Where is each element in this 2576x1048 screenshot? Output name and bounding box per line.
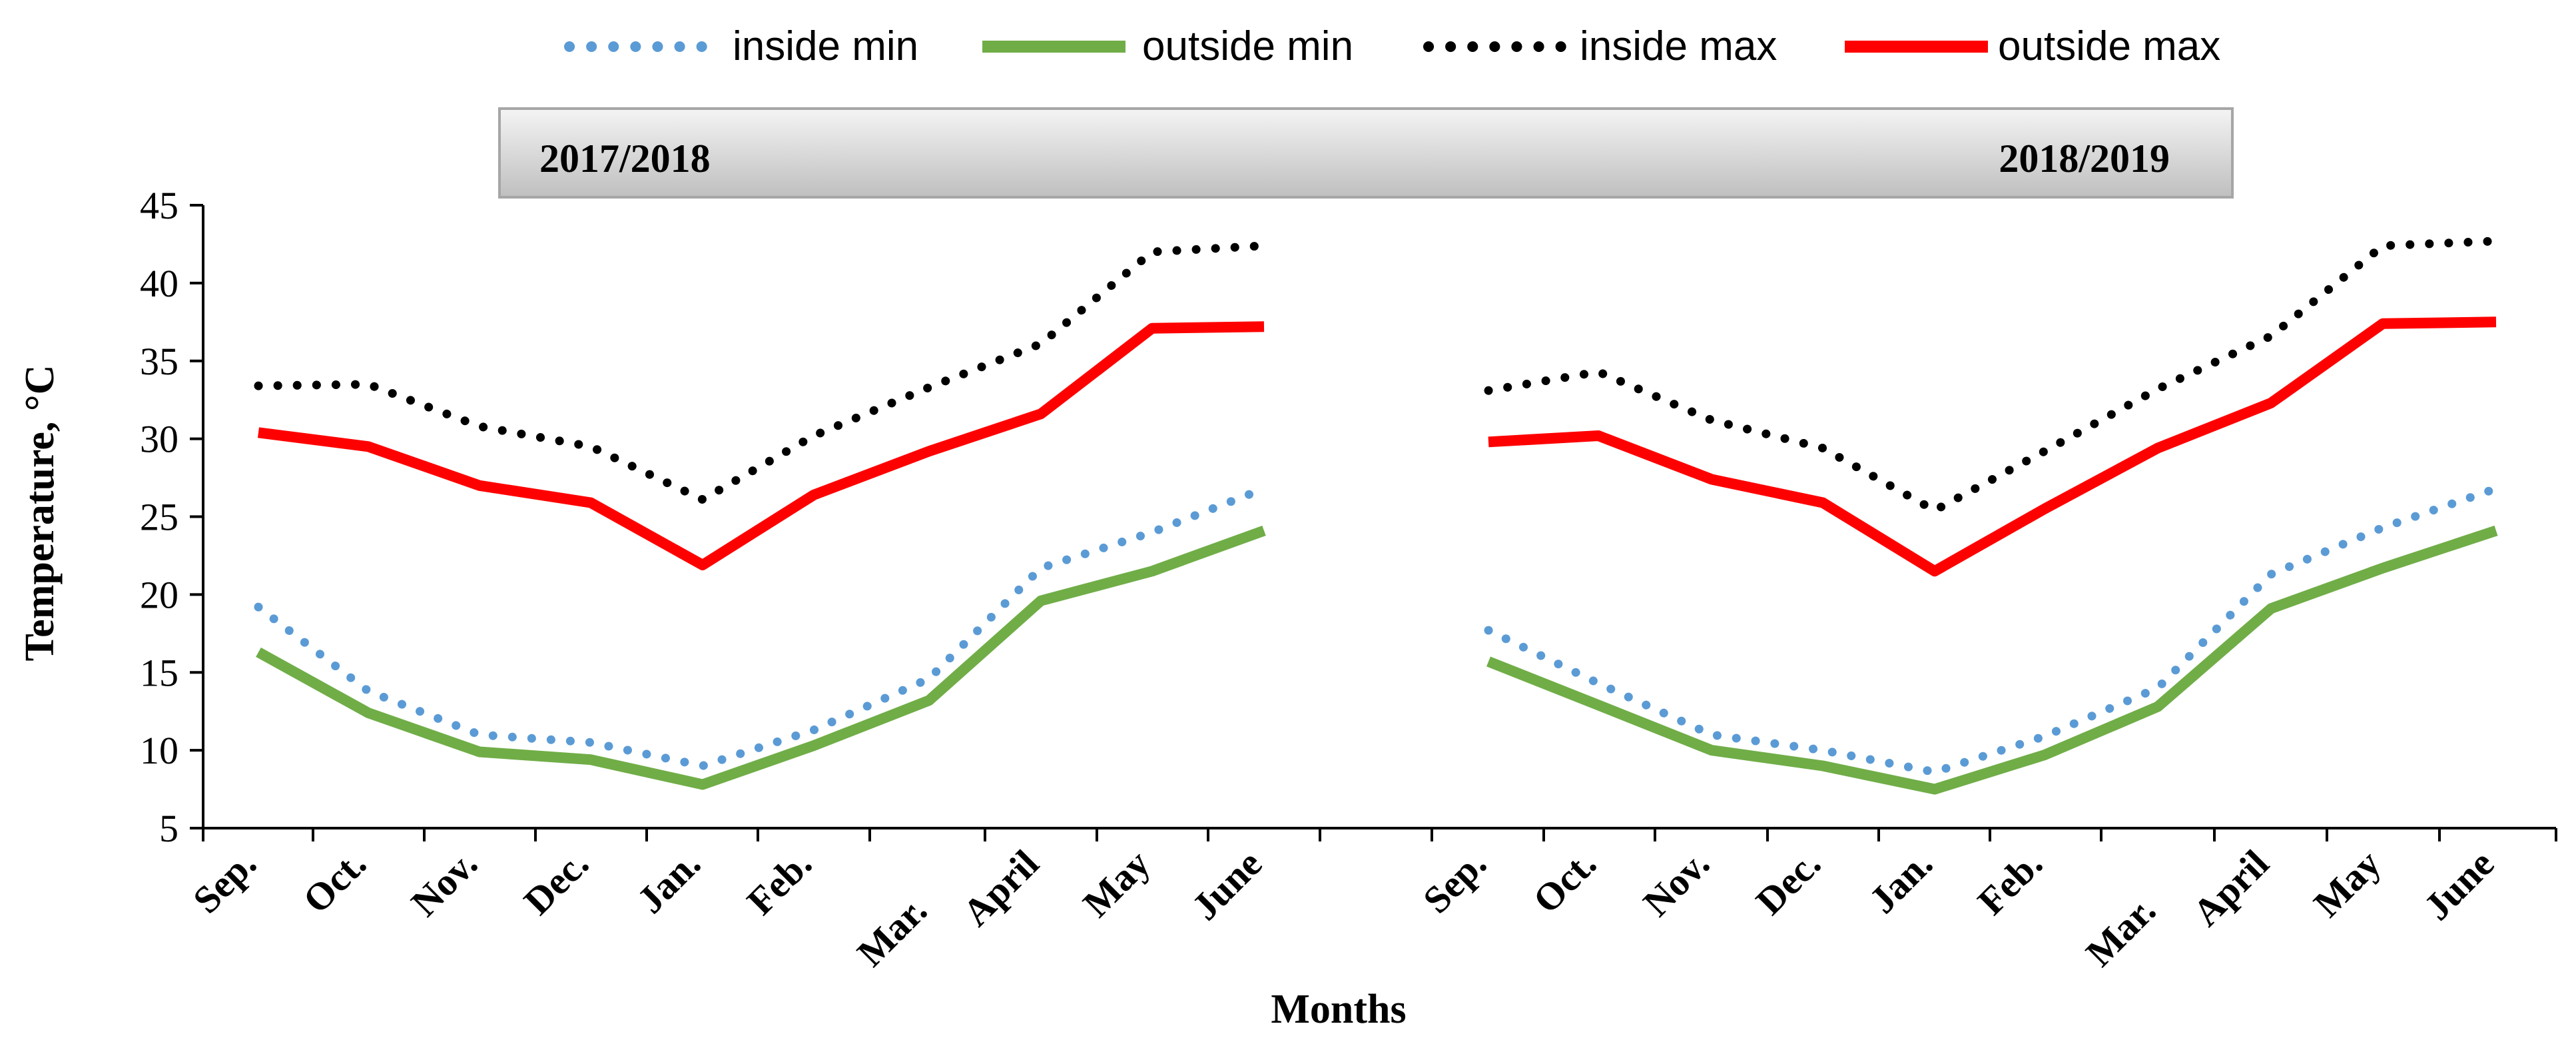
series-line-inside-max-2017-2018: [254, 241, 1269, 504]
point-outside-min-2017-2018-may: [1152, 571, 1153, 572]
x-label-may-1: May: [1075, 841, 1159, 925]
point-inside-min-2018-2019-oct: [1598, 683, 1599, 684]
y-tick-label-10: 10: [140, 729, 178, 772]
series-line-outside-max-2017-2018: [257, 321, 1265, 570]
point-inside-max-2017-2018-may: [1152, 252, 1153, 253]
legend-item-inside-min: inside min: [564, 23, 918, 69]
point-inside-max-2017-2018-june: [1264, 245, 1265, 246]
point-outside-min-2017-2018-mar: [929, 700, 930, 701]
season-banner: 2017/2018 2018/2019: [498, 107, 2234, 199]
point-outside-max-2017-2018-mar: [929, 451, 930, 452]
x-label-april-1: April: [954, 841, 1047, 934]
x-label-jan-1: Jan.: [629, 841, 709, 921]
legend-label-outside-max: outside max: [1998, 23, 2220, 69]
y-tick-label-15: 15: [140, 651, 178, 694]
point-inside-min-2018-2019-june: [2496, 488, 2497, 489]
point-outside-min-2017-2018-oct: [368, 713, 369, 714]
legend-item-inside-max: inside max: [1423, 23, 1777, 69]
point-inside-min-2017-2018-sep: [258, 607, 259, 608]
y-tick-label-20: 20: [140, 573, 178, 616]
legend: inside min outside min inside max outsid…: [564, 23, 2220, 69]
x-label-feb-1: Feb.: [739, 841, 820, 923]
x-label-june-2: June: [2415, 841, 2502, 928]
legend-item-outside-min: outside min: [982, 23, 1353, 69]
point-outside-max-2017-2018-sep: [258, 432, 259, 433]
point-inside-min-2018-2019-may: [2383, 527, 2384, 528]
series-line-outside-max-2018-2019: [1488, 316, 2497, 577]
point-inside-max-2018-2019-may: [2383, 245, 2384, 246]
series-line-outside-min-2018-2019: [1486, 525, 2498, 795]
point-outside-max-2017-2018-oct: [368, 446, 369, 447]
point-outside-max-2018-2019-may: [2383, 323, 2384, 324]
point-inside-max-2017-2018-mar: [929, 387, 930, 388]
series-line-inside-min-2018-2019: [1484, 484, 2501, 777]
legend-label-inside-max: inside max: [1580, 23, 1777, 69]
x-label-sep-2: Sep.: [1415, 841, 1494, 921]
x-label-dec-2: Dec.: [1748, 841, 1829, 923]
axes: 5 10 15 20 25 30 35 40 45 Sep. Oct. Nov. Dec. Jan. Fe…: [140, 184, 2557, 975]
point-outside-min-2018-2019-oct: [1598, 705, 1599, 706]
x-label-april-2: April: [2184, 841, 2277, 934]
point-inside-min-2018-2019-sep: [1488, 630, 1489, 631]
y-tick-label-5: 5: [159, 807, 178, 850]
y-tick-label-30: 30: [140, 418, 178, 461]
point-outside-min-2018-2019-april: [2271, 608, 2272, 609]
legend-label-inside-min: inside min: [733, 23, 918, 69]
x-label-nov-1: Nov.: [403, 841, 486, 925]
point-outside-min-2018-2019-june: [2496, 530, 2497, 531]
series-line-inside-max-2018-2019: [1484, 237, 2501, 515]
x-label-sep-1: Sep.: [184, 841, 264, 921]
x-label-mar-1: Mar.: [848, 888, 935, 975]
x-label-june-1: June: [1183, 841, 1270, 928]
season-label-2018-2019: 2018/2019: [1999, 137, 2170, 181]
x-label-may-2: May: [2306, 841, 2390, 925]
point-outside-min-2018-2019-sep: [1488, 661, 1489, 662]
y-tick-label-35: 35: [140, 340, 178, 383]
y-tick-label-40: 40: [140, 262, 178, 305]
season-label-2017-2018: 2017/2018: [539, 137, 711, 181]
point-inside-max-2018-2019-sep: [1488, 390, 1489, 391]
point-outside-max-2018-2019-april: [2271, 402, 2272, 403]
y-tick-label-45: 45: [140, 184, 178, 227]
point-inside-min-2018-2019-april: [2271, 574, 2272, 575]
x-label-mar-2: Mar.: [2077, 888, 2164, 975]
x-label-jan-2: Jan.: [1861, 841, 1941, 921]
point-outside-max-2017-2018-june: [1264, 326, 1265, 327]
x-label-oct-2: Oct.: [1524, 841, 1604, 921]
x-label-dec-1: Dec.: [515, 841, 597, 923]
point-outside-min-2017-2018-april: [1041, 600, 1042, 601]
x-axis-title: Months: [1271, 987, 1406, 1032]
legend-item-outside-max: outside max: [1845, 23, 2220, 69]
point-outside-min-2017-2018-june: [1264, 530, 1265, 531]
point-inside-min-2017-2018-mar: [929, 678, 930, 679]
series-line-outside-min-2017-2018: [256, 525, 1266, 790]
legend-label-outside-min: outside min: [1142, 23, 1353, 69]
y-axis-title: Temperature, °C: [17, 365, 63, 662]
point-inside-min-2017-2018-june: [1264, 488, 1265, 489]
x-label-oct-1: Oct.: [294, 841, 374, 921]
x-label-nov-2: Nov.: [1635, 841, 1718, 925]
x-label-feb-2: Feb.: [1969, 841, 2051, 923]
y-tick-label-25: 25: [140, 496, 178, 539]
series-line-inside-min-2017-2018: [254, 484, 1269, 770]
point-inside-min-2017-2018-oct: [368, 691, 369, 692]
